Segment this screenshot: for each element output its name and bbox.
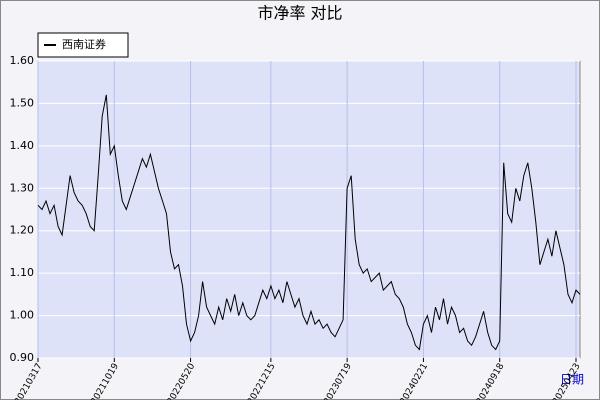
y-tick-label: 1.40 [10,139,35,152]
x-axis-label: 日期 [560,373,584,387]
y-tick-label: 1.50 [10,96,35,109]
y-tick-label: 1.60 [10,54,35,67]
y-tick-label: 1.20 [10,224,35,237]
chart-title: 市净率 对比 [257,4,342,23]
legend-label: 西南证券 [62,37,106,51]
plot-area [37,60,581,359]
y-tick-label: 1.10 [10,266,35,279]
line [37,94,581,351]
y-tick-label: 1.00 [10,309,35,322]
y-tick-label: 1.30 [10,181,35,194]
y-tick-label: 0.90 [10,351,35,364]
